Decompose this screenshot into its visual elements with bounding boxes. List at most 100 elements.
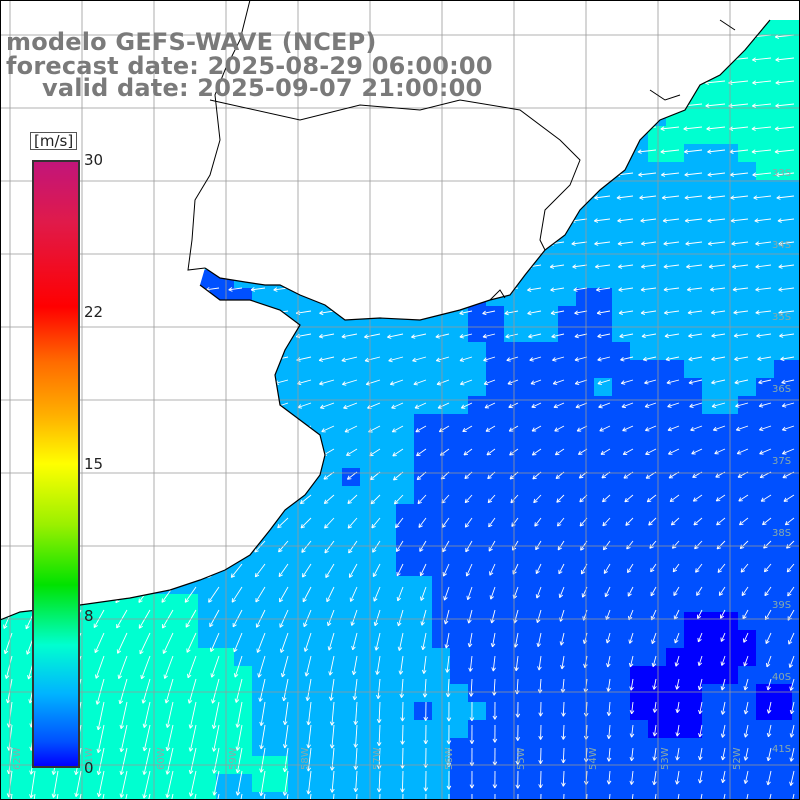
wind-cell [378, 774, 396, 792]
wind-cell [234, 666, 252, 684]
wind-cell [270, 684, 288, 702]
wind-cell [702, 612, 720, 630]
wind-cell [720, 90, 738, 108]
wind-arrow [329, 724, 335, 749]
wind-cell [594, 594, 612, 612]
wind-cell [774, 612, 792, 630]
wind-cell [324, 630, 342, 648]
wind-cell [162, 648, 180, 666]
wind-arrow [412, 356, 427, 363]
wind-cell [360, 432, 378, 450]
wind-cell [558, 630, 576, 648]
wind-arrow [184, 586, 197, 603]
wind-arrow [467, 632, 473, 648]
wind-arrow [691, 448, 703, 455]
wind-arrow [696, 586, 703, 596]
wind-cell [468, 648, 486, 666]
wind-cell [432, 738, 450, 756]
wind-cell [702, 450, 720, 468]
wind-cell [558, 324, 576, 342]
wind-arrow [735, 402, 749, 408]
wind-cell [450, 486, 468, 504]
wind-arrow [617, 241, 634, 246]
wind-cell [450, 666, 468, 684]
wind-cell [792, 486, 800, 504]
wind-cell [522, 558, 540, 576]
wind-arrow [464, 494, 473, 504]
wind-cell [558, 486, 576, 504]
wind-cell [666, 324, 684, 342]
wind-cell [648, 378, 666, 396]
wind-cell [630, 630, 648, 648]
wind-cell [396, 702, 414, 720]
wind-cell [630, 252, 648, 270]
wind-cell [504, 612, 522, 630]
wind-arrow [483, 379, 496, 386]
wind-arrow [666, 379, 680, 385]
wind-cell [792, 396, 800, 414]
wind-cell [648, 396, 666, 414]
wind-cell [756, 432, 774, 450]
wind-arrow [653, 793, 657, 800]
wind-arrow [652, 724, 658, 737]
wind-cell [558, 306, 576, 324]
wind-cell [486, 504, 504, 522]
wind-cell [612, 666, 630, 684]
wind-arrow [627, 586, 634, 597]
wind-cell [684, 324, 702, 342]
wind-arrow [331, 793, 335, 800]
wind-cell [738, 468, 756, 486]
wind-arrow [774, 149, 795, 154]
wind-arrow [766, 724, 772, 738]
wind-arrow [420, 586, 427, 601]
wind-cell [702, 306, 720, 324]
longitude-label: 56W [444, 747, 455, 770]
wind-arrow [116, 632, 128, 654]
wind-cell [612, 684, 630, 702]
wind-cell [738, 270, 756, 288]
valid-date: valid date: 2025-09-07 21:00:00 [42, 74, 483, 102]
wind-cell [738, 648, 756, 666]
wind-cell [756, 90, 774, 108]
colorbar [32, 160, 80, 768]
wind-arrow [376, 724, 382, 747]
wind-arrow [187, 678, 197, 704]
wind-arrow [641, 264, 657, 269]
wind-cell [792, 720, 800, 738]
wind-arrow [759, 425, 772, 432]
wind-cell [576, 702, 594, 720]
wind-cell [666, 126, 684, 144]
wind-cell [774, 162, 792, 180]
wind-cell [486, 666, 504, 684]
longitude-label: 55W [516, 747, 527, 770]
wind-cell [414, 450, 432, 468]
wind-arrow [436, 379, 450, 386]
wind-cell [342, 738, 360, 756]
wind-cell [702, 162, 720, 180]
wind-cell [540, 468, 558, 486]
wind-cell [666, 774, 684, 792]
wind-cell [144, 594, 162, 612]
wind-cell [360, 720, 378, 738]
wind-arrow [330, 770, 335, 793]
wind-cell [792, 612, 800, 630]
wind-cell [324, 684, 342, 702]
wind-arrow [446, 724, 452, 745]
wind-cell [216, 630, 234, 648]
wind-cell [360, 702, 378, 720]
wind-arrow [387, 333, 404, 339]
wind-cell [180, 792, 198, 800]
wind-cell [720, 360, 738, 378]
wind-cell [648, 630, 666, 648]
wind-cell [396, 450, 414, 468]
wind-arrow [686, 287, 703, 292]
wind-cell [576, 468, 594, 486]
wind-arrow [534, 517, 542, 527]
wind-cell [666, 234, 684, 252]
wind-cell [468, 324, 486, 342]
wind-cell [486, 306, 504, 324]
wind-cell [378, 342, 396, 360]
wind-arrow [671, 540, 680, 549]
wind-cell [306, 504, 324, 522]
wind-cell [738, 108, 756, 126]
